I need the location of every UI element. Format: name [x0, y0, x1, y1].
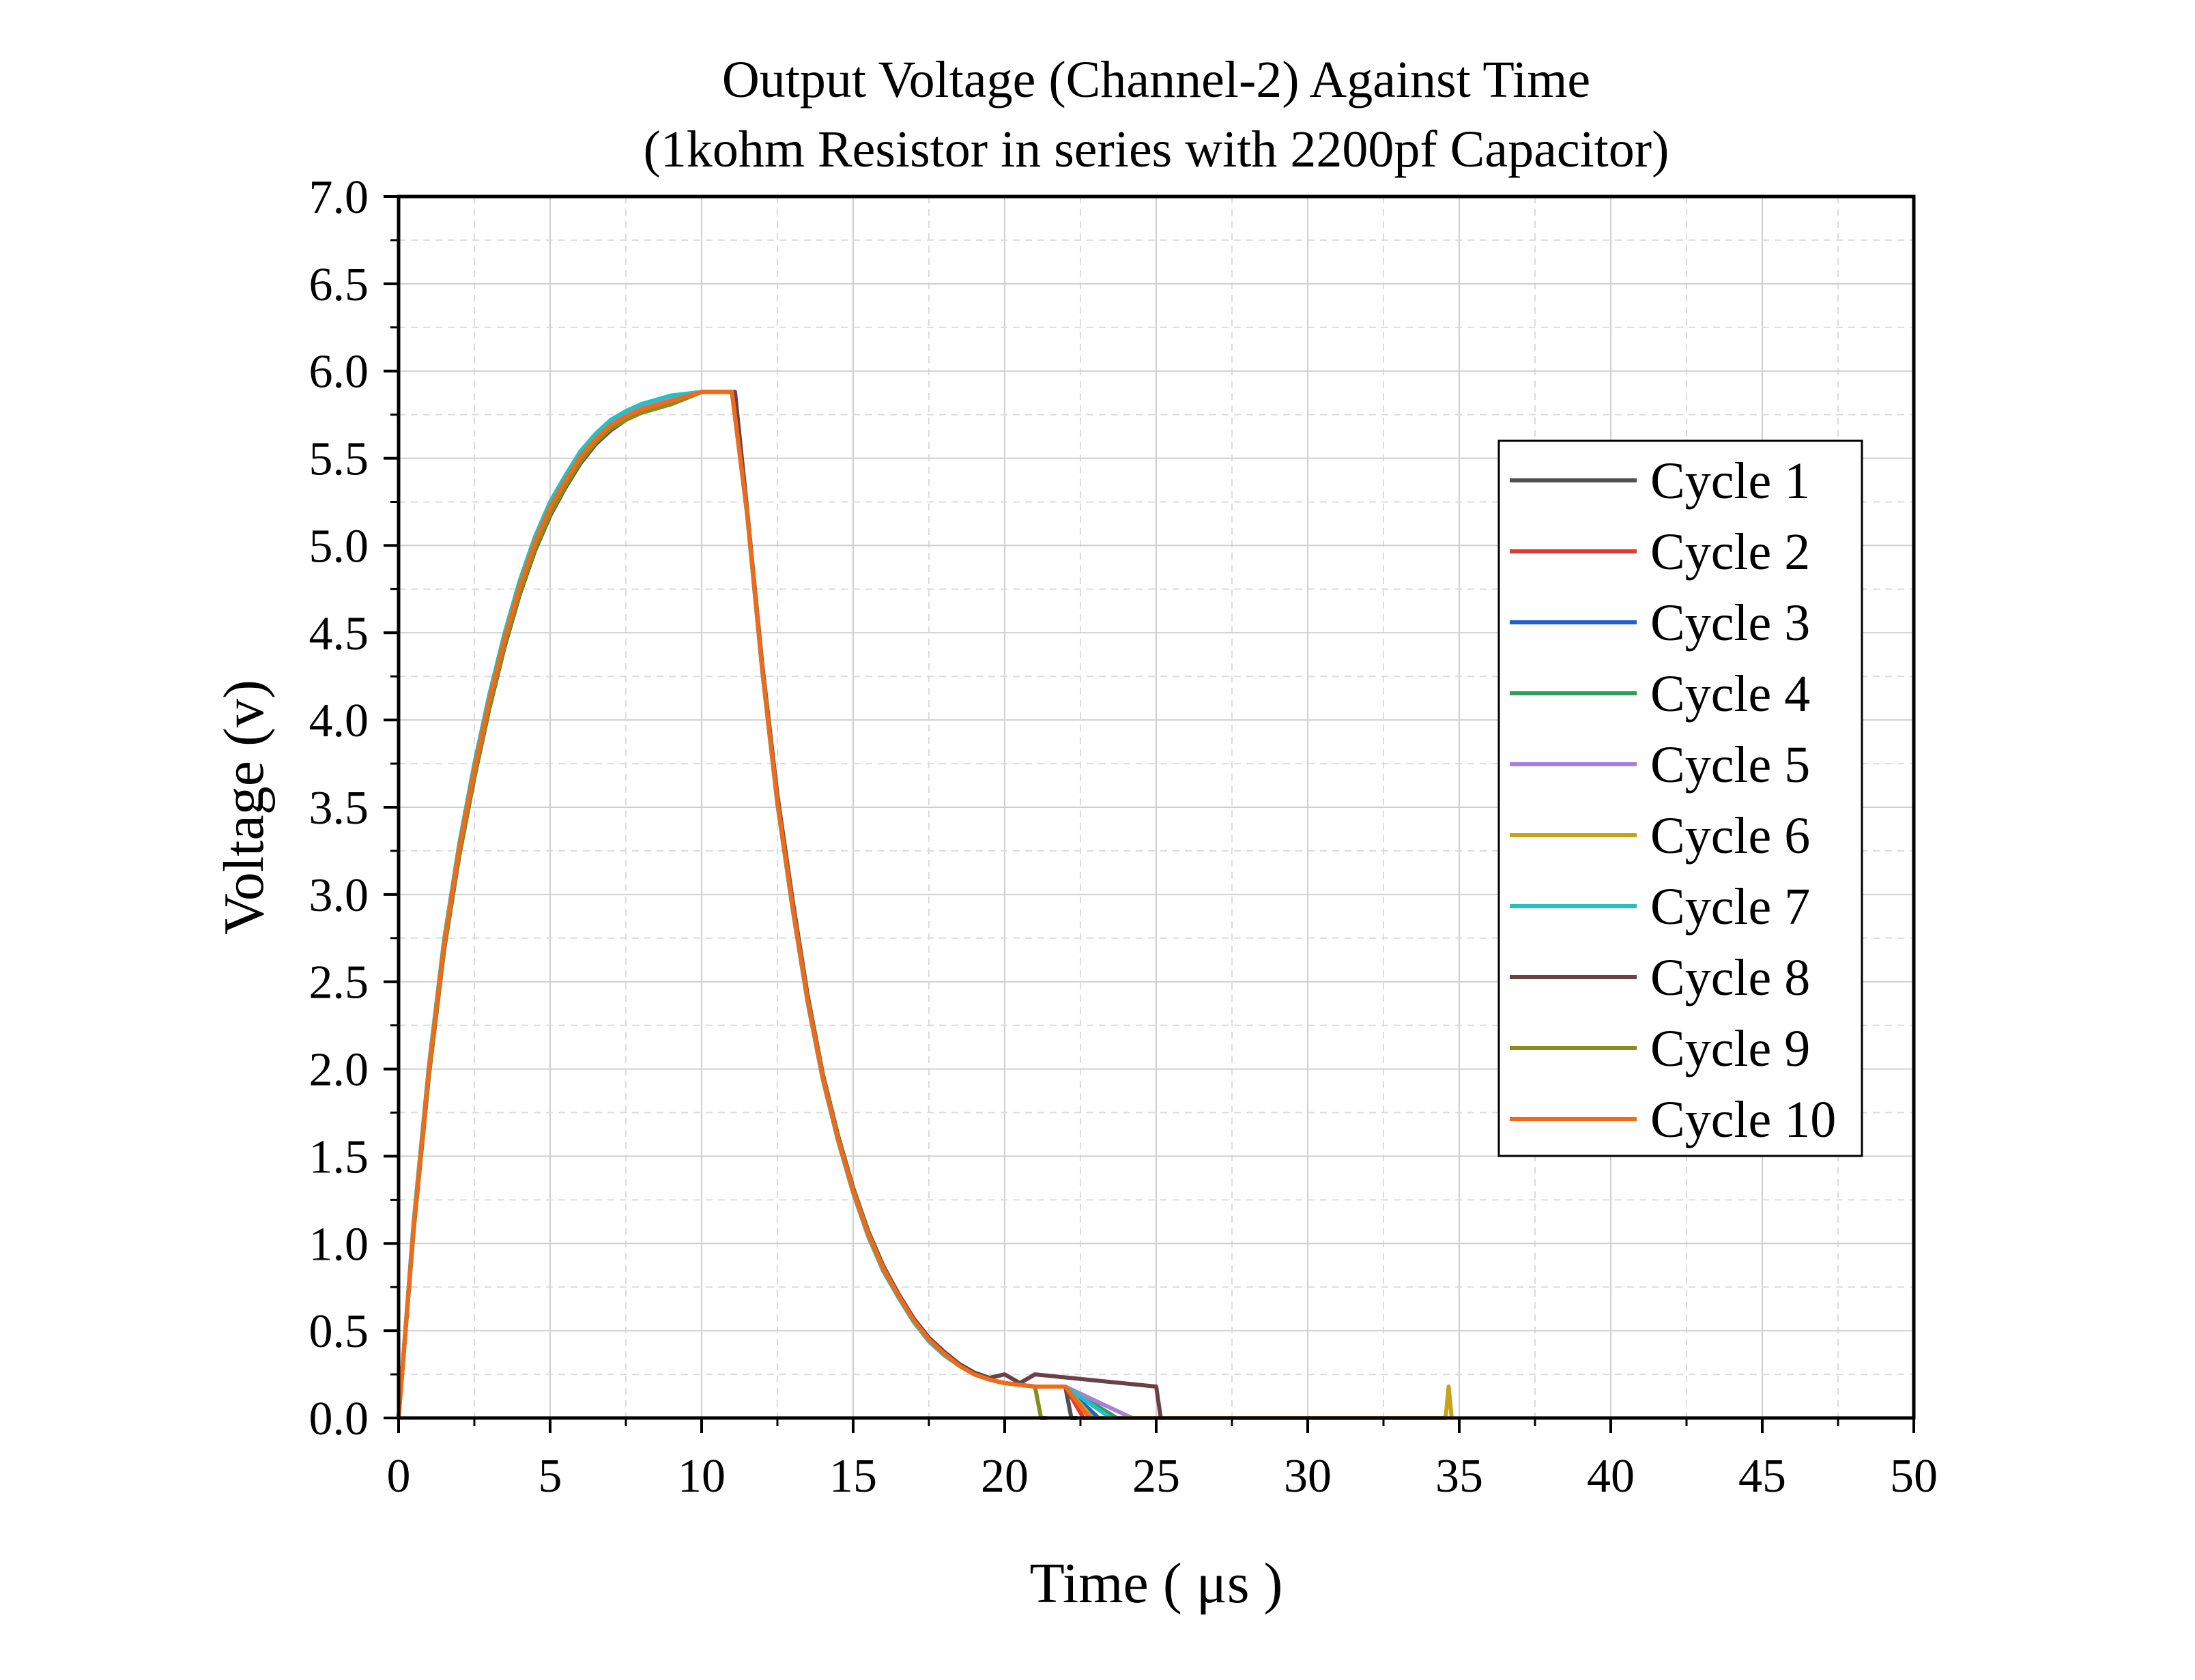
x-tick-label: 25: [1132, 1450, 1180, 1503]
legend-label-cycle-8: Cycle 8: [1650, 949, 1810, 1006]
x-tick-label: 20: [981, 1450, 1029, 1503]
y-tick-label: 6.0: [309, 346, 369, 399]
x-tick-label: 50: [1890, 1450, 1938, 1503]
y-tick-label: 1.5: [309, 1131, 369, 1183]
legend-label-cycle-9: Cycle 9: [1650, 1020, 1810, 1077]
y-tick-label: 2.0: [309, 1044, 369, 1097]
x-tick-label: 30: [1284, 1450, 1332, 1503]
series-line-cycle-10: [397, 390, 1096, 1420]
series-layer: [397, 390, 1454, 1420]
x-tick-label: 45: [1738, 1450, 1786, 1503]
y-tick-label: 3.5: [309, 782, 369, 835]
legend-label-cycle-6: Cycle 6: [1650, 807, 1810, 865]
legend-label-cycle-7: Cycle 7: [1650, 878, 1810, 936]
x-tick-label: 0: [387, 1450, 411, 1503]
y-tick-label: 4.0: [309, 695, 369, 747]
chart-title: Output Voltage (Channel-2) Against Time: [722, 51, 1590, 108]
x-tick-label: 40: [1587, 1450, 1635, 1503]
legend-label-cycle-3: Cycle 3: [1650, 594, 1810, 652]
grid: [399, 197, 1914, 1418]
y-tick-label: 4.5: [309, 607, 369, 660]
legend-label-cycle-2: Cycle 2: [1650, 523, 1810, 581]
legend-box: [1497, 439, 1863, 1157]
y-tick-label: 6.5: [309, 259, 369, 311]
y-tick-label: 3.0: [309, 869, 369, 922]
y-tick-label: 0.0: [309, 1393, 369, 1445]
y-tick-label: 7.0: [309, 171, 369, 224]
x-tick-label: 35: [1435, 1450, 1483, 1503]
legend-label-cycle-1: Cycle 1: [1650, 452, 1810, 510]
y-axis-label: Voltage (v): [212, 680, 276, 935]
x-tick-label: 10: [678, 1450, 726, 1503]
legend: Cycle 1 Cycle 2 Cycle 3 Cycle 4 Cycle 5 Cycle…: [1497, 439, 1863, 1157]
axes: 0 5 10 15 20 25 30 35 40 45 50 0.0 0.5 1.0 1.5 2.0 2.5 3.…: [309, 171, 1938, 1503]
y-tick-label: 1.0: [309, 1218, 369, 1271]
legend-label-cycle-4: Cycle 4: [1650, 665, 1810, 723]
y-tick-label: 5.0: [309, 520, 369, 573]
y-tick-label: 0.5: [309, 1305, 369, 1358]
x-axis-label: Time ( μs ): [1030, 1552, 1283, 1615]
x-tick-label: 5: [539, 1450, 562, 1503]
legend-label-cycle-5: Cycle 5: [1650, 736, 1810, 794]
chart-subtitle: (1kohm Resistor in series with 2200pf Ca…: [644, 121, 1669, 178]
y-tick-label: 5.5: [309, 433, 369, 486]
x-tick-label: 15: [829, 1450, 877, 1503]
legend-label-cycle-10: Cycle 10: [1650, 1091, 1836, 1148]
y-tick-label: 2.5: [309, 957, 369, 1009]
